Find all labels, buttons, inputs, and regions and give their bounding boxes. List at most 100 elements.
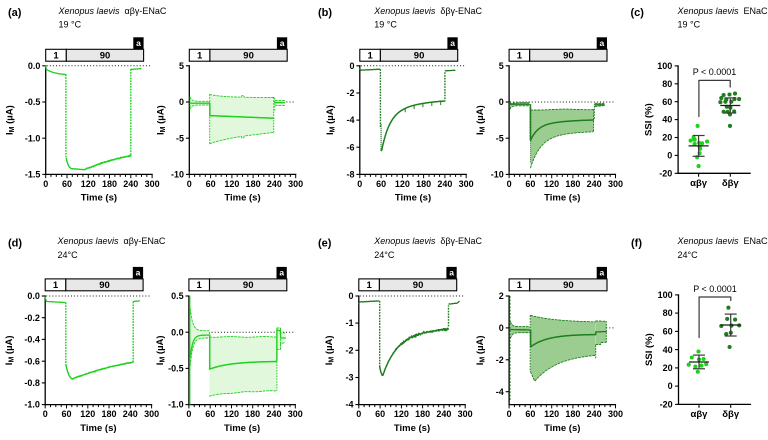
svg-text:-3: -3	[345, 373, 353, 383]
svg-text:SSI (%): SSI (%)	[644, 103, 655, 136]
svg-text:90: 90	[99, 280, 110, 291]
svg-text:a: a	[600, 38, 605, 48]
svg-text:0: 0	[179, 97, 184, 107]
svg-text:(c): (c)	[631, 7, 645, 19]
svg-text:Time (s): Time (s)	[544, 193, 580, 204]
svg-text:240: 240	[123, 409, 138, 419]
svg-text:-0.6: -0.6	[24, 356, 40, 366]
svg-text:-5: -5	[496, 133, 504, 143]
svg-text:IM (µA): IM (µA)	[475, 335, 487, 365]
svg-text:-20: -20	[659, 168, 672, 178]
svg-text:Time (s): Time (s)	[544, 423, 580, 434]
svg-text:-1.5: -1.5	[25, 170, 41, 180]
svg-text:IM (µA): IM (µA)	[324, 335, 336, 365]
svg-text:120: 120	[81, 179, 96, 189]
svg-text:20: 20	[663, 363, 673, 373]
svg-text:(a): (a)	[8, 7, 22, 19]
svg-text:1: 1	[197, 51, 203, 62]
svg-text:60: 60	[61, 409, 71, 419]
svg-text:Time (s): Time (s)	[394, 423, 430, 434]
svg-text:60: 60	[205, 409, 215, 419]
svg-text:Xenopus laevis δβγ-ENaC: Xenopus laevis δβγ-ENaC	[373, 6, 482, 16]
svg-text:0: 0	[186, 409, 191, 419]
svg-text:SSI (%): SSI (%)	[644, 333, 655, 366]
svg-text:-4: -4	[346, 115, 354, 125]
svg-text:180: 180	[416, 179, 431, 189]
svg-text:Time (s): Time (s)	[224, 193, 260, 204]
svg-text:19 °C: 19 °C	[59, 20, 82, 30]
svg-text:1: 1	[517, 280, 523, 291]
svg-text:-2: -2	[345, 345, 353, 355]
svg-text:100: 100	[657, 61, 672, 71]
svg-text:90: 90	[563, 51, 574, 62]
svg-text:180: 180	[565, 179, 580, 189]
svg-text:-1.0: -1.0	[25, 133, 41, 143]
svg-text:300: 300	[608, 179, 623, 189]
svg-text:180: 180	[101, 409, 116, 419]
svg-text:P < 0.0001: P < 0.0001	[693, 284, 737, 294]
svg-text:240: 240	[587, 409, 602, 419]
svg-text:(e): (e)	[318, 237, 332, 249]
svg-text:0.0: 0.0	[28, 61, 41, 71]
svg-text:120: 120	[394, 409, 409, 419]
svg-text:0: 0	[507, 179, 512, 189]
svg-text:5: 5	[499, 61, 504, 71]
svg-text:0: 0	[357, 179, 362, 189]
svg-text:120: 120	[544, 179, 559, 189]
svg-text:IM (µA): IM (µA)	[325, 105, 337, 135]
svg-text:-10: -10	[171, 170, 184, 180]
svg-text:-8: -8	[346, 170, 354, 180]
svg-text:(f): (f)	[631, 237, 642, 249]
svg-text:-0.5: -0.5	[25, 97, 41, 107]
svg-text:-20: -20	[660, 400, 673, 410]
svg-text:60: 60	[375, 409, 385, 419]
svg-text:IM (µA): IM (µA)	[155, 335, 167, 365]
svg-text:240: 240	[267, 179, 282, 189]
svg-text:60: 60	[663, 327, 673, 337]
svg-text:a: a	[449, 268, 454, 278]
svg-text:-0.2: -0.2	[24, 313, 40, 323]
svg-text:Xenopus laevis δβγ-ENaC: Xenopus laevis δβγ-ENaC	[373, 236, 482, 246]
svg-text:Time (s): Time (s)	[395, 193, 431, 204]
svg-text:120: 120	[80, 409, 95, 419]
svg-text:a: a	[136, 268, 141, 278]
svg-text:300: 300	[288, 179, 303, 189]
svg-text:180: 180	[102, 179, 117, 189]
svg-text:αβγ: αβγ	[691, 409, 709, 420]
svg-text:1: 1	[53, 280, 59, 291]
svg-text:300: 300	[288, 409, 303, 419]
svg-text:300: 300	[458, 409, 473, 419]
svg-text:180: 180	[245, 409, 260, 419]
svg-text:IM (µA): IM (µA)	[4, 335, 16, 365]
svg-text:0: 0	[356, 409, 361, 419]
svg-text:0: 0	[668, 381, 673, 391]
svg-text:120: 120	[224, 409, 239, 419]
svg-text:60: 60	[525, 409, 535, 419]
svg-text:24°C: 24°C	[58, 250, 79, 260]
svg-text:90: 90	[243, 280, 254, 291]
svg-text:-6: -6	[346, 142, 354, 152]
svg-text:(b): (b)	[318, 7, 332, 19]
svg-text:90: 90	[243, 51, 254, 62]
svg-text:1: 1	[197, 280, 203, 291]
svg-text:80: 80	[662, 79, 672, 89]
svg-text:0: 0	[348, 291, 353, 301]
svg-text:40: 40	[662, 115, 672, 125]
svg-text:20: 20	[662, 133, 672, 143]
svg-text:90: 90	[563, 280, 574, 291]
svg-text:Time (s): Time (s)	[81, 193, 117, 204]
svg-text:IM (µA): IM (µA)	[5, 105, 17, 135]
svg-text:a: a	[279, 268, 284, 278]
svg-text:IM (µA): IM (µA)	[155, 105, 167, 135]
svg-text:80: 80	[663, 308, 673, 318]
svg-text:Xenopus laevis ENaC: Xenopus laevis ENaC	[677, 6, 768, 16]
svg-text:-2: -2	[496, 355, 504, 365]
svg-text:Time (s): Time (s)	[224, 423, 260, 434]
svg-text:0.5: 0.5	[171, 291, 184, 301]
svg-text:240: 240	[587, 179, 602, 189]
svg-text:240: 240	[266, 409, 281, 419]
svg-text:120: 120	[395, 179, 410, 189]
svg-text:120: 120	[544, 409, 559, 419]
svg-text:0: 0	[499, 323, 504, 333]
svg-text:60: 60	[662, 97, 672, 107]
